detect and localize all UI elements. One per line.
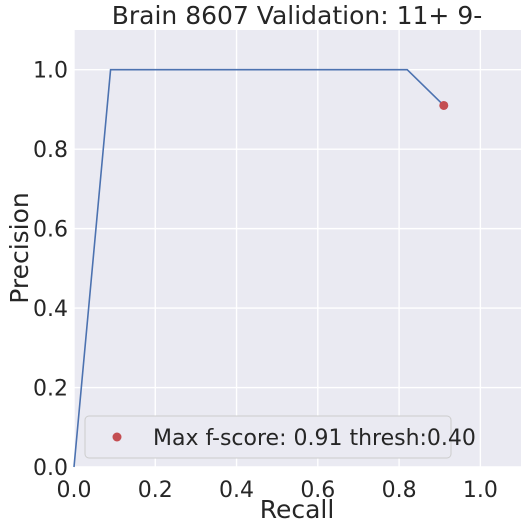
- legend-box: [84, 415, 452, 459]
- x-tick-label: 0.2: [138, 478, 173, 503]
- x-tick-label: 0.6: [300, 478, 335, 503]
- max-fscore-point: [439, 100, 449, 110]
- y-tick-label: 0.8: [33, 138, 68, 163]
- x-tick-label: 1.0: [463, 478, 498, 503]
- legend-marker: [112, 432, 122, 442]
- series-layer: [73, 68, 449, 468]
- legend: Max f-score: 0.91 thresh:0.40: [84, 415, 476, 459]
- legend-label: Max f-score: 0.91 thresh:0.40: [153, 426, 476, 451]
- y-axis-label: Precision: [5, 192, 34, 304]
- plot-background: [74, 30, 521, 467]
- pr-curve-line: [73, 68, 445, 468]
- x-axis-label: Recall: [260, 495, 335, 524]
- x-tick-label: 0.0: [57, 478, 92, 503]
- y-tick-label: 0.4: [33, 297, 68, 322]
- x-tick-label: 0.4: [219, 478, 254, 503]
- y-tick-label: 1.0: [33, 59, 68, 84]
- y-tick-label: 0.0: [33, 456, 68, 481]
- x-tick-label: 0.8: [382, 478, 417, 503]
- chart-title: Brain 8607 Validation: 11+ 9-: [112, 1, 483, 30]
- tick-labels: 0.0 0.2 0.4 0.6 0.8 1.0 0.0 0.2 0.4 0.6 0.8 1.0: [33, 59, 498, 503]
- y-tick-label: 0.2: [33, 377, 68, 402]
- y-tick-label: 0.6: [33, 218, 68, 243]
